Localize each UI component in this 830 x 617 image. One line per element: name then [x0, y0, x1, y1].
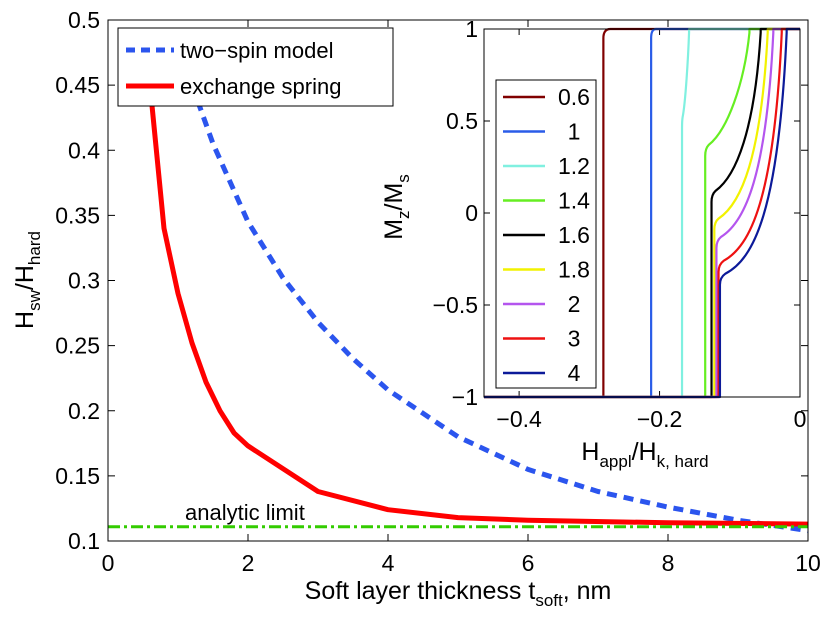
inset-legend-label: 4 [568, 360, 581, 386]
inset-curve-3 [484, 27, 800, 399]
main-ytick-label: 0.5 [68, 7, 100, 33]
main-axes-frame [107, 19, 809, 542]
inset-legend-label: 1.6 [558, 222, 590, 248]
main-ticks: 0 2 4 6 8 100.10.150.20.250.30.350.40.450.5 [55, 7, 821, 576]
main-ylabel: Hsw/Hhard [11, 231, 44, 329]
main-ytick-label: 0.2 [68, 398, 100, 424]
main-xtick-label: 8 [662, 550, 675, 576]
inset-curve-2 [484, 27, 800, 399]
main-ytick-label: 0.1 [68, 528, 100, 554]
inset-ylabel: Mz/Ms [380, 174, 413, 240]
main-ytick-label: 0.45 [55, 72, 100, 98]
inset-ytick-label: 0.5 [446, 108, 478, 134]
inset-legend-label: 1.4 [558, 188, 590, 214]
main-ytick-label: 0.15 [55, 463, 100, 489]
main-ytick-label: 0.35 [55, 202, 100, 228]
inset-ytick-label: −0.5 [433, 292, 478, 318]
main-xtick-label: 10 [795, 550, 821, 576]
main-legend: two−spin model exchange spring [117, 27, 394, 107]
annotation-analytic-limit: analytic limit [185, 500, 305, 525]
inset-axes-frame [483, 28, 801, 398]
legend-label-exchange-spring: exchange spring [180, 74, 341, 99]
inset-legend-label: 2 [568, 291, 581, 317]
inset-curve-4 [484, 27, 800, 399]
main-series [108, 84, 809, 534]
legend-label-two-spin: two−spin model [180, 38, 333, 63]
inset-legend-label: 0.6 [558, 84, 590, 110]
inset-curve-1.6 [484, 27, 800, 399]
inset-ticks: −0.4 −0.2 0 −1 −0.5 0 0.5 1 [433, 16, 807, 432]
main-series-line-1 [147, 84, 809, 527]
main-ytick-label: 0.25 [55, 333, 100, 359]
main-xtick-label: 4 [382, 550, 395, 576]
inset-ytick-label: −1 [452, 384, 478, 410]
inset-xtick-label: −0.4 [496, 406, 542, 432]
main-ytick-label: 0.4 [68, 137, 100, 163]
inset-curve-1.4 [484, 27, 800, 399]
inset-series [484, 27, 800, 399]
main-xtick-label: 2 [242, 550, 255, 576]
inset-legend: 0.6 1 1.2 1.4 1.6 1.8 2 3 4 [495, 79, 597, 389]
inset-xtick-label: −0.2 [637, 406, 682, 432]
main-legend-box [117, 27, 394, 107]
inset-curve-1.8 [484, 27, 800, 399]
inset-legend-label: 1.2 [558, 153, 590, 179]
main-xtick-label: 6 [522, 550, 535, 576]
inset-legend-label: 3 [568, 326, 581, 352]
inset-ytick-label: 1 [465, 16, 478, 42]
inset-curve-1.2 [484, 27, 800, 399]
main-xtick-label: 0 [102, 550, 115, 576]
main-xlabel: Soft layer thickness tsoft, nm [305, 577, 612, 610]
inset-xlabel: Happl/Hk, hard [581, 438, 708, 471]
main-ytick-label: 0.3 [68, 268, 100, 294]
inset-legend-label: 1 [568, 119, 581, 145]
inset-legend-label: 1.8 [558, 257, 590, 283]
inset-xtick-label: 0 [794, 406, 807, 432]
inset-ytick-label: 0 [465, 200, 478, 226]
